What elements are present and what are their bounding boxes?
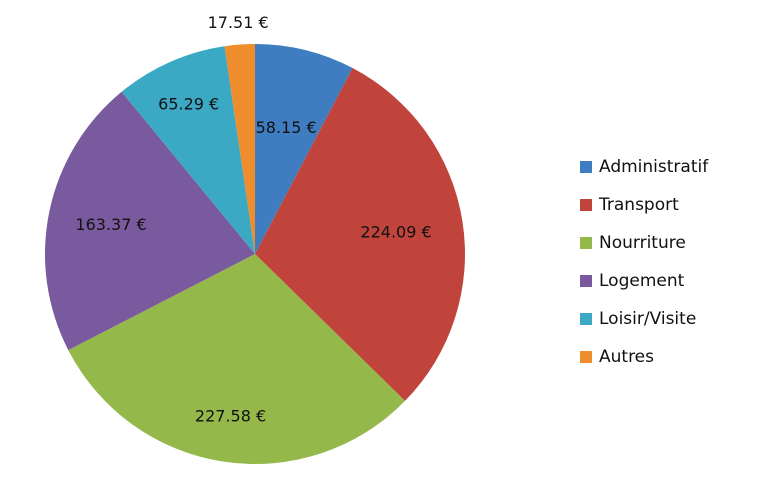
legend-item-autres: Autres — [580, 338, 708, 376]
chart-legend: Administratif Transport Nourriture Logem… — [580, 148, 708, 376]
legend-item-loisir-visite: Loisir/Visite — [580, 300, 708, 338]
slice-value-label: 227.58 € — [195, 406, 266, 425]
slice-value-label: 65.29 € — [158, 95, 219, 114]
legend-swatch-autres — [580, 351, 592, 363]
pie-slice-transport — [255, 68, 465, 401]
legend-item-transport: Transport — [580, 186, 708, 224]
legend-swatch-transport — [580, 199, 592, 211]
legend-swatch-nourriture — [580, 237, 592, 249]
legend-swatch-loisir-visite — [580, 313, 592, 325]
legend-item-administratif: Administratif — [580, 148, 708, 186]
pie-slice-logement — [44, 91, 255, 351]
legend-item-logement: Logement — [580, 262, 708, 300]
pie-chart: 58.15 € 224.09 € 227.58 € 163.37 € 65.29 € 17… — [44, 13, 465, 465]
pie-slice-administratif — [255, 44, 353, 254]
legend-label: Logement — [599, 271, 685, 291]
legend-swatch-logement — [580, 275, 592, 287]
slice-value-label: 224.09 € — [360, 222, 431, 241]
slice-value-label: 17.51 € — [208, 13, 269, 32]
legend-label: Nourriture — [599, 233, 686, 253]
slice-value-label: 58.15 € — [256, 118, 317, 137]
pie-slice-nourriture — [68, 254, 406, 465]
legend-swatch-administratif — [580, 161, 592, 173]
pie-slice-autres — [224, 44, 255, 254]
pie-slice-loisir-visite — [121, 46, 256, 254]
legend-label: Loisir/Visite — [599, 309, 697, 329]
legend-item-nourriture: Nourriture — [580, 224, 708, 262]
slice-value-label: 163.37 € — [75, 215, 146, 234]
legend-label: Autres — [599, 347, 655, 367]
legend-label: Administratif — [599, 157, 709, 177]
legend-label: Transport — [599, 195, 679, 215]
